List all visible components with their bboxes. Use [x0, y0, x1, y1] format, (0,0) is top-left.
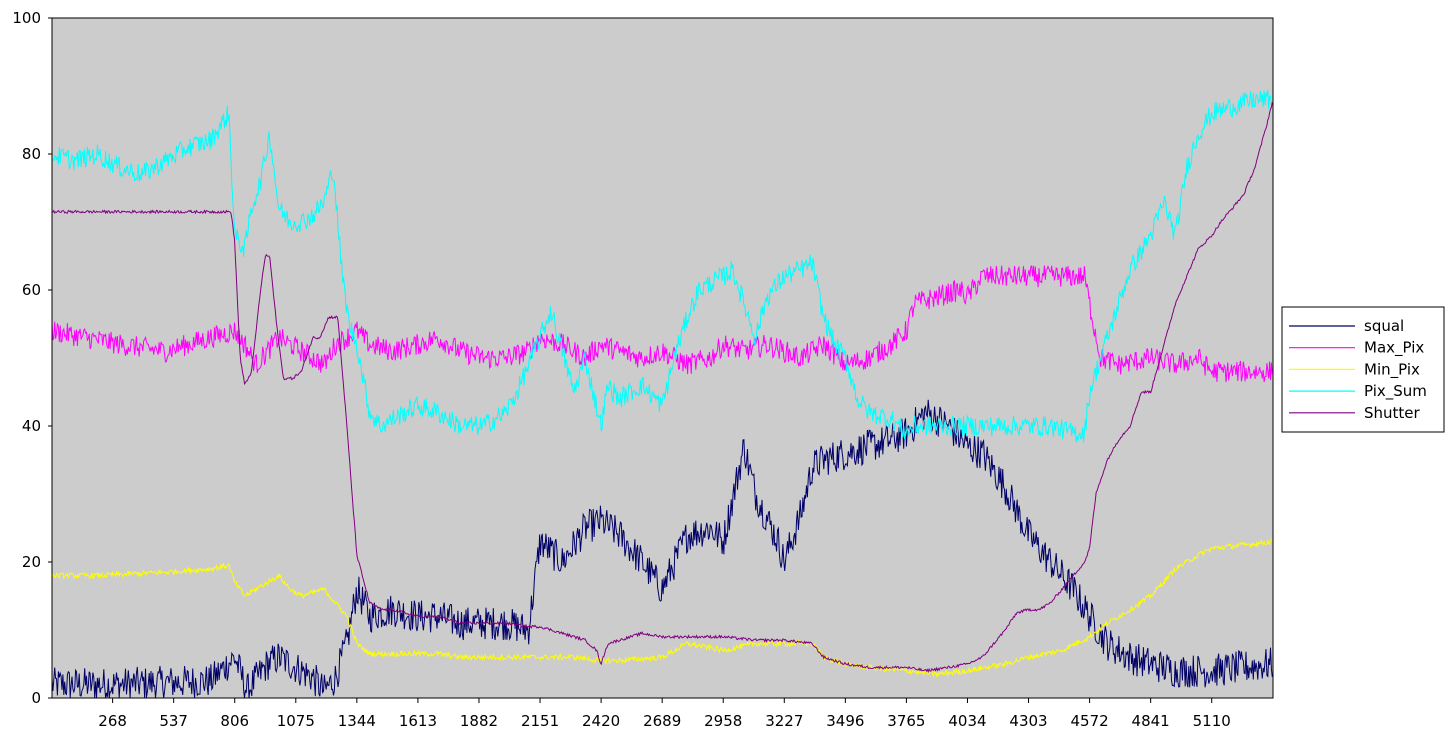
x-ticks: 268 537 806 1075 1344 1613 1882 2151 2420 2689 295… — [98, 698, 1231, 730]
series-line-min-pix — [51, 538, 1273, 678]
x-tick-label: 1075 — [277, 712, 315, 730]
y-tick-label: 0 — [31, 689, 41, 707]
x-tick-label: 2689 — [643, 712, 681, 730]
x-tick-label: 1882 — [460, 712, 498, 730]
x-tick-label: 3496 — [826, 712, 864, 730]
x-tick-label: 4303 — [1009, 712, 1047, 730]
legend-label: Max_Pix — [1364, 339, 1424, 358]
x-tick-label: 4841 — [1132, 712, 1170, 730]
x-tick-label: 2151 — [521, 712, 559, 730]
y-tick-label: 80 — [22, 145, 41, 163]
x-tick-label: 1613 — [399, 712, 437, 730]
y-tick-label: 100 — [12, 9, 41, 27]
plot-area — [51, 17, 1274, 699]
x-tick-label: 2958 — [704, 712, 742, 730]
legend-label: Pix_Sum — [1364, 382, 1427, 401]
series-line-shutter — [51, 102, 1273, 674]
y-tick-label: 60 — [22, 281, 41, 299]
series-line-squal — [51, 399, 1273, 699]
y-tick-label: 20 — [22, 553, 41, 571]
x-tick-label: 3227 — [765, 712, 803, 730]
legend-label: squal — [1364, 317, 1404, 335]
x-tick-label: 4572 — [1070, 712, 1108, 730]
y-tick-label: 40 — [22, 417, 41, 435]
series-line-max-pix — [51, 265, 1273, 383]
series-line-pix-sum — [51, 89, 1273, 443]
x-tick-label: 268 — [98, 712, 127, 730]
x-tick-label: 4034 — [948, 712, 986, 730]
x-tick-label: 1344 — [338, 712, 376, 730]
legend-label: Shutter — [1364, 404, 1421, 422]
legend: squal Max_Pix Min_Pix Pix_Sum Shutter — [1281, 306, 1445, 433]
series-layer — [51, 89, 1273, 699]
x-tick-label: 3765 — [887, 712, 925, 730]
x-tick-label: 5110 — [1193, 712, 1231, 730]
x-tick-label: 537 — [159, 712, 188, 730]
x-tick-label: 806 — [220, 712, 249, 730]
legend-items: squal Max_Pix Min_Pix Pix_Sum Shutter — [1289, 317, 1427, 422]
y-ticks: 0 20 40 60 80 100 — [12, 9, 52, 707]
x-tick-label: 2420 — [582, 712, 620, 730]
legend-label: Min_Pix — [1364, 360, 1420, 379]
